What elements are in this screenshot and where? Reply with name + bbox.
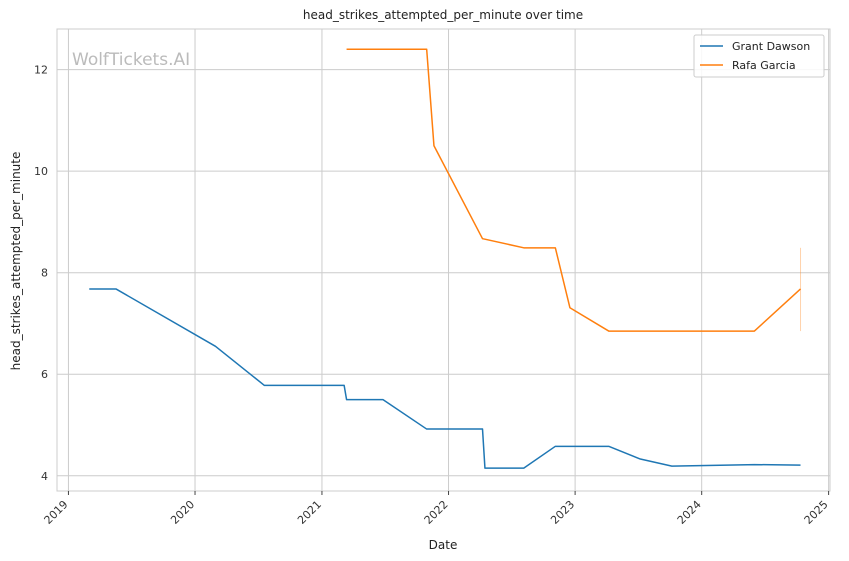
x-tick-label: 2023: [548, 498, 577, 527]
x-tick-label: 2022: [422, 498, 451, 527]
watermark: WolfTickets.AI: [72, 50, 190, 70]
plot-frame: [56, 28, 831, 492]
y-axis-label: head_strikes_attempted_per_minute: [9, 152, 23, 371]
x-tick-label: 2024: [675, 498, 704, 527]
grid: [57, 29, 830, 491]
legend-box: [693, 34, 825, 78]
chart-title: head_strikes_attempted_per_minute over t…: [303, 8, 583, 22]
y-tick-label: 8: [41, 267, 48, 280]
plot-border: [56, 28, 831, 492]
x-axis-label: Date: [429, 538, 458, 552]
y-tick-label: 4: [41, 470, 48, 483]
plot-background: [57, 29, 830, 491]
series-layer: [89, 48, 802, 469]
y-tick-label: 10: [34, 165, 48, 178]
x-tick-label: 2019: [42, 498, 71, 527]
x-tick-label: 2021: [295, 498, 324, 527]
legend-label-grant-dawson: Grant Dawson: [732, 40, 810, 53]
x-axis: 2019 2020 2021 2022 2023 2024 2025: [42, 491, 831, 527]
x-tick-label: 2020: [168, 498, 197, 527]
legend: Grant Dawson Rafa Garcia: [693, 34, 825, 78]
y-axis: 4 6 8 10 12: [34, 64, 48, 483]
legend-label-rafa-garcia: Rafa Garcia: [732, 59, 796, 72]
y-tick-label: 6: [41, 368, 48, 381]
x-tick-label: 2025: [802, 498, 831, 527]
y-tick-label: 12: [34, 64, 48, 77]
series-line-rafa-garcia: [346, 48, 802, 332]
series-line-grant-dawson: [89, 288, 801, 469]
